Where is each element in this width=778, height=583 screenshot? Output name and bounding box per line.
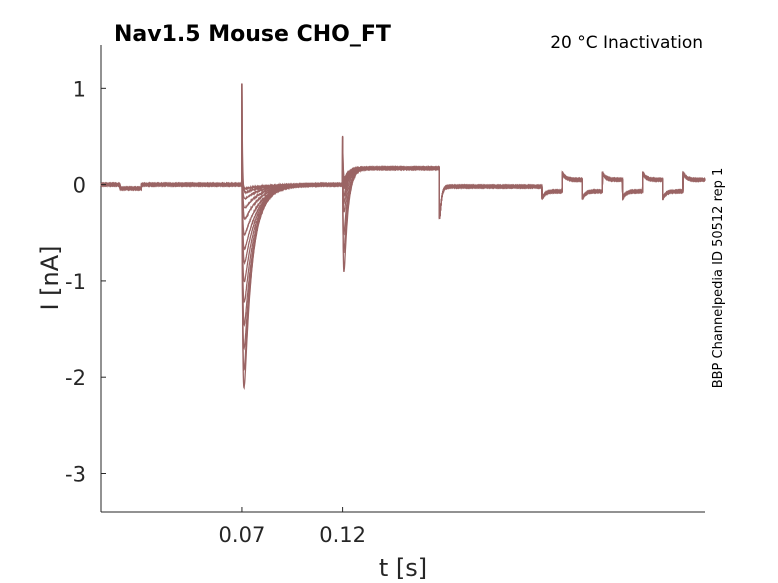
y-axis-label: I [nA] bbox=[36, 245, 64, 310]
x-tick-label: 0.07 bbox=[219, 523, 266, 547]
y-tick-label: 1 bbox=[73, 77, 86, 101]
y-tick-label: 0 bbox=[73, 174, 86, 198]
x-tick-label: 0.12 bbox=[319, 523, 366, 547]
current-trace-sweep-10 bbox=[101, 84, 705, 219]
current-trace-sweep-4 bbox=[101, 83, 705, 325]
current-trace-sweep-1 bbox=[101, 84, 705, 388]
plot-area: 0.07 0.12 1 0 -1 -2 -3 Nav1.5 Mouse CHO_FT 20 … bbox=[0, 0, 778, 583]
current-trace-sweep-3 bbox=[101, 144, 705, 348]
chart-subtitle: 20 °C Inactivation bbox=[550, 33, 703, 53]
y-tick-label: -3 bbox=[65, 462, 86, 486]
current-trace-sweep-13 bbox=[101, 84, 705, 219]
y-tick-label: -1 bbox=[65, 270, 86, 294]
x-axis-label: t [s] bbox=[379, 554, 427, 582]
y-tick-label: -2 bbox=[65, 366, 86, 390]
chart-title: Nav1.5 Mouse CHO_FT bbox=[114, 22, 391, 47]
current-trace-sweep-7 bbox=[101, 84, 705, 263]
current-trace-sweep-8 bbox=[101, 144, 705, 249]
current-trace-sweep-9 bbox=[101, 144, 705, 235]
side-label: BBP Channelpedia ID 50512 rep 1 bbox=[711, 168, 726, 389]
chart: 0.07 0.12 1 0 -1 -2 -3 Nav1.5 Mouse CHO_FT 20 … bbox=[0, 0, 778, 583]
current-trace-sweep-14 bbox=[101, 145, 705, 219]
current-trace-sweep-6 bbox=[101, 144, 705, 281]
